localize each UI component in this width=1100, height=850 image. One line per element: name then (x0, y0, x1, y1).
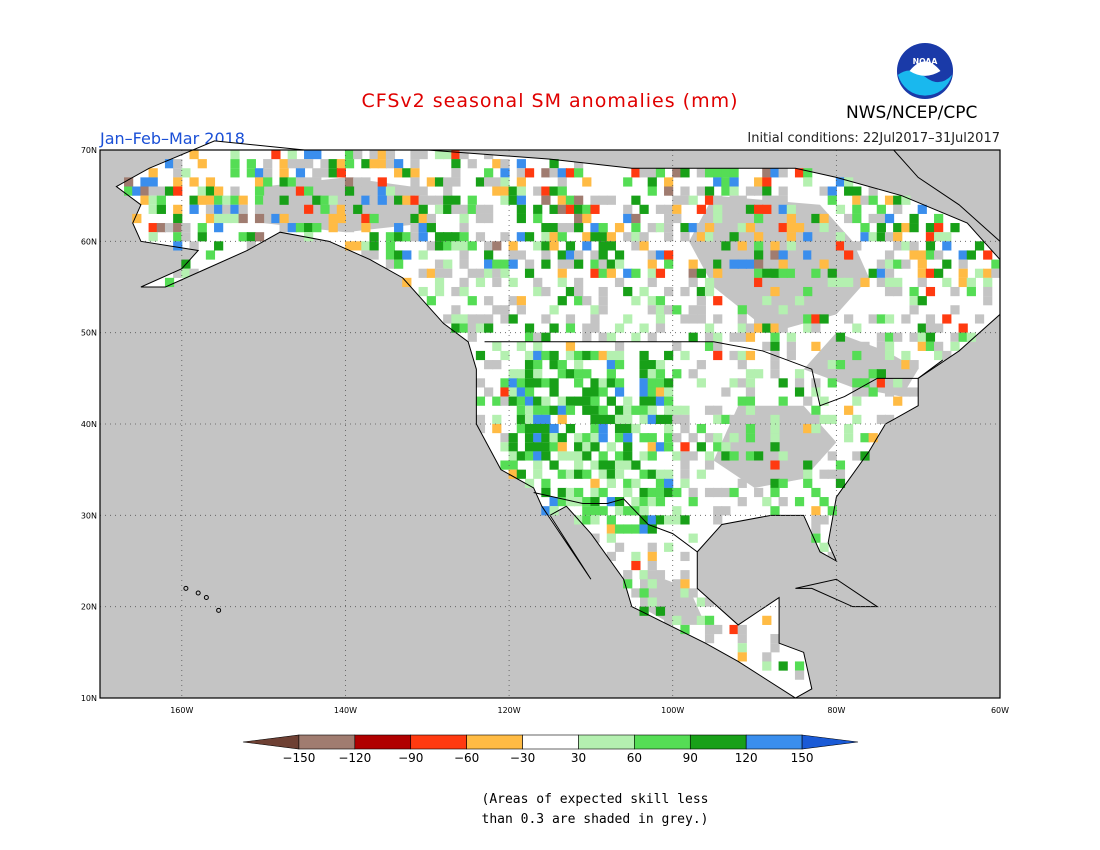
lon-label: 60W (991, 706, 1009, 715)
colorbar-swatch (466, 734, 523, 750)
initial-conditions-label: Initial conditions: 22Jul2017–31Jul2017 (747, 131, 1000, 146)
gridlines (100, 150, 1000, 698)
skill-note-line1: (Areas of expected skill less (481, 792, 709, 807)
map-frame (99, 149, 1001, 699)
lon-label: 80W (827, 706, 845, 715)
skill-note: (Areas of expected skill less than 0.3 a… (0, 790, 1100, 830)
lat-label: 30N (81, 511, 97, 520)
lat-label: 20N (81, 603, 97, 612)
colorbar-swatch (354, 734, 412, 750)
colorbar-tick-label: 60 (627, 751, 642, 765)
colorbar-swatch (801, 734, 859, 750)
colorbar-tick-label: 150 (791, 751, 814, 765)
skill-note-line2: than 0.3 are shaded in grey.) (481, 812, 709, 827)
colorbar-tick-label: −120 (338, 751, 371, 765)
colorbar-swatch (578, 734, 635, 750)
lon-label: 140W (334, 706, 357, 715)
noaa-logo: NOAA (896, 42, 954, 100)
colorbar-swatch (634, 734, 691, 750)
lat-label: 40N (81, 420, 97, 429)
colorbar-swatch (298, 734, 356, 750)
latitude-labels: 70N 60N 50N 40N 30N 20N 10N (81, 146, 97, 703)
lat-label: 50N (81, 329, 97, 338)
colorbar-tick-label: −90 (398, 751, 423, 765)
svg-text:NOAA: NOAA (913, 57, 938, 66)
colorbar-swatch (242, 734, 300, 750)
colorbar-tick-label: −150 (282, 751, 315, 765)
colorbar-tick-label: −30 (510, 751, 535, 765)
lat-label: 70N (81, 146, 97, 155)
colorbar-swatch (745, 734, 803, 750)
lon-label: 100W (661, 706, 684, 715)
colorbar-swatch (410, 734, 467, 750)
colorbar-tick-label: −60 (454, 751, 479, 765)
lon-label: 160W (170, 706, 193, 715)
colorbar: −150 −120 −90 −60 −30 30 60 90 120 150 (242, 734, 859, 765)
colorbar-tick-label: 90 (683, 751, 698, 765)
anomaly-cells (116, 140, 1001, 698)
colorbar-tick-label: 120 (735, 751, 758, 765)
lat-label: 60N (81, 237, 97, 246)
colorbar-tick-label: 30 (571, 751, 586, 765)
map-title: CFSv2 seasonal SM anomalies (mm) (361, 90, 739, 112)
lon-label: 120W (497, 706, 520, 715)
longitude-labels: 160W 140W 120W 100W 80W 60W (170, 706, 1009, 715)
coastlines (115, 140, 1001, 699)
colorbar-swatch (689, 734, 747, 750)
colorbar-swatch (522, 734, 579, 750)
lat-label: 10N (81, 694, 97, 703)
agency-label: NWS/NCEP/CPC (846, 103, 978, 123)
